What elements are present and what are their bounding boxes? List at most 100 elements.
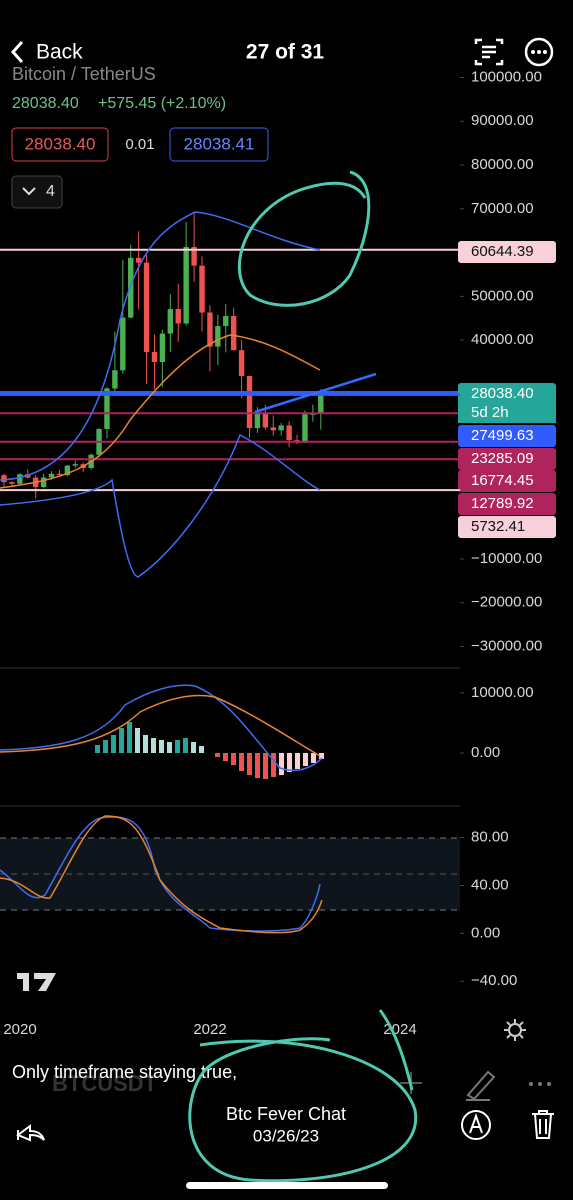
candle-body (56, 473, 63, 476)
back-label[interactable]: Back (36, 41, 83, 64)
sell-price[interactable]: 28038.40 (25, 134, 96, 153)
x-tick-label: 2022 (193, 1021, 226, 1038)
candle-body (1, 475, 7, 483)
last-price: 28038.40 (12, 95, 79, 112)
y-tick-label: −40.00 (471, 972, 517, 989)
buy-price[interactable]: 28038.41 (184, 134, 255, 153)
more-icon[interactable] (524, 37, 554, 67)
y-tick-label: −10000.00 (471, 550, 542, 567)
x-tick-label: 2020 (3, 1021, 36, 1038)
stoch-k (0, 816, 321, 932)
countdown-bg (458, 403, 556, 423)
candle-body (215, 326, 221, 347)
candle-body (64, 465, 71, 476)
candle-body (302, 414, 308, 443)
y-tick-label: −30000.00 (471, 637, 542, 654)
y-tick-label: 80.00 (471, 829, 509, 846)
hand-circle (237, 170, 371, 307)
candle-body (143, 262, 150, 352)
share-icon[interactable] (16, 1124, 45, 1142)
candle-body (128, 257, 134, 318)
price-tag-label: 60644.39 (471, 243, 534, 260)
macd-pane: 10000.00 0.00 (460, 684, 534, 761)
candle-body (262, 413, 269, 428)
stoch-pane: 80.00 40.00 0.00 −40.00 (460, 829, 517, 989)
price-tag (458, 241, 556, 263)
candle-body (207, 312, 213, 347)
x-axis: 2020 2022 2024 (3, 1021, 416, 1038)
candle-body (199, 265, 205, 313)
price-tag-label: 5732.41 (471, 518, 525, 535)
counter: 27 of 31 (246, 41, 325, 64)
price-tag-label: 27499.63 (471, 427, 534, 444)
y-tick-label: 40000.00 (471, 331, 534, 348)
y-tick-label: 80000.00 (471, 156, 534, 173)
stoch-d (0, 815, 323, 934)
macd-histogram (95, 722, 324, 779)
y-tick-label: 0.00 (471, 924, 500, 941)
sender: Btc Fever Chat (226, 1104, 346, 1124)
text-icon[interactable] (474, 38, 504, 66)
trash-icon[interactable] (532, 1110, 554, 1139)
caption: Only timeframe staying true, (12, 1062, 237, 1082)
back-icon[interactable] (10, 40, 24, 64)
sell-box[interactable] (11, 127, 109, 162)
candle-body (246, 376, 253, 429)
watermark: BTCUSDT (52, 1071, 158, 1096)
markup-icon[interactable] (461, 1110, 491, 1140)
y-tick-label: 90000.00 (471, 112, 534, 129)
candle-body (135, 257, 142, 263)
y-tick-label: 70000.00 (471, 200, 534, 217)
y-tick-label: 100000.00 (471, 68, 542, 85)
x-tick-label: 2024 (383, 1021, 416, 1038)
candle-body (223, 316, 229, 327)
candle-body (175, 309, 181, 324)
candle-body (151, 351, 158, 362)
price-tag-label: 23285.09 (471, 450, 534, 467)
buy-box[interactable] (169, 127, 269, 162)
spread: 0.01 (125, 136, 154, 153)
main-pane: 100000.00 90000.00 80000.00 70000.00 50000.0… (0, 68, 556, 654)
bollinger-upper (0, 211, 321, 481)
price-tag (458, 470, 556, 492)
candle-body (238, 350, 245, 377)
chevron (22, 187, 36, 196)
home-indicator (186, 1182, 388, 1189)
price-tag (458, 425, 556, 447)
candle-body (191, 246, 197, 266)
more-dots[interactable] (529, 1082, 551, 1086)
date: 03/26/23 (253, 1126, 319, 1145)
price-tag (458, 493, 556, 515)
bottom-overlay (0, 1048, 573, 1200)
candle-body (318, 392, 324, 414)
price-tag (458, 383, 556, 405)
candle-body (48, 473, 55, 478)
bollinger-basis (0, 334, 321, 489)
candle-body (270, 427, 276, 431)
y-tick-label: 10000.00 (471, 684, 534, 701)
candle-body (17, 474, 23, 484)
candle-body (254, 413, 261, 429)
candle-body (112, 370, 118, 389)
draw-icon[interactable] (466, 1070, 496, 1101)
candle-body (183, 246, 189, 324)
settings-icon[interactable] (504, 1019, 526, 1041)
candle-body (72, 464, 78, 466)
candle-body (230, 316, 237, 351)
macd-line (0, 684, 323, 772)
y-tick-label: −20000.00 (471, 594, 542, 611)
price-tag (458, 516, 556, 538)
candle-body (159, 333, 166, 362)
y-tick-label: 50000.00 (471, 287, 534, 304)
signal-line (0, 694, 321, 757)
price-tag (458, 448, 556, 470)
indicator-count: 4 (46, 183, 55, 200)
y-tick-label: 40.00 (471, 876, 509, 893)
candle-body (120, 317, 126, 371)
symbol: Bitcoin / TetherUS (12, 64, 156, 84)
candle-body (286, 425, 292, 441)
trend-line (254, 372, 377, 414)
indicator-toggle[interactable] (11, 175, 63, 209)
change: +575.45 (+2.10%) (98, 95, 226, 112)
